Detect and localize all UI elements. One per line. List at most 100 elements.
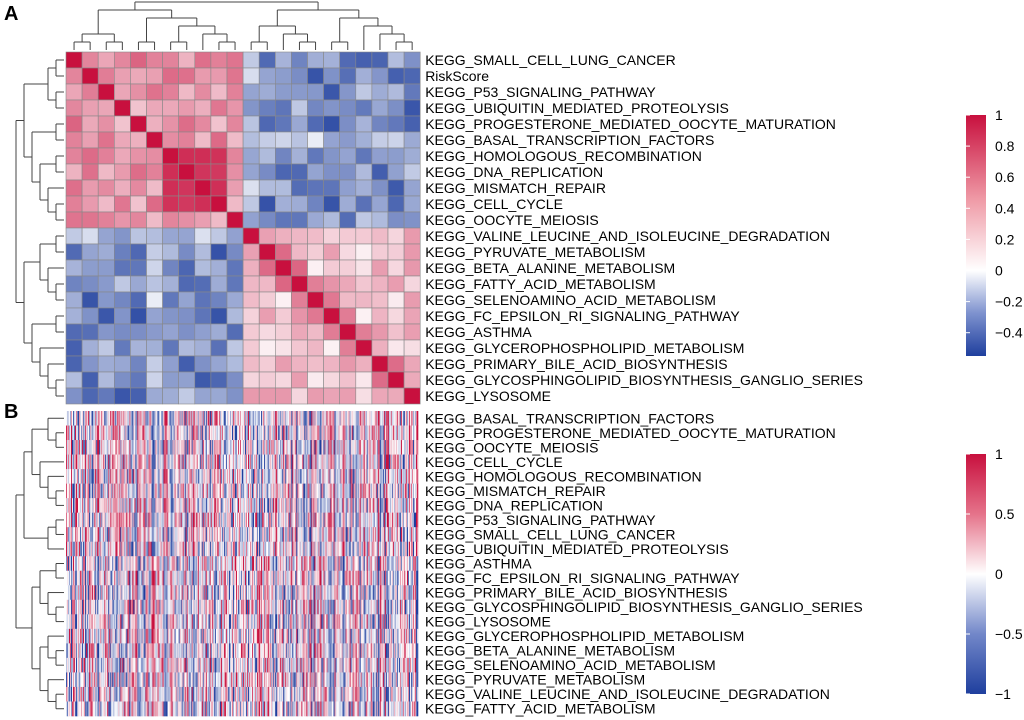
cell — [236, 556, 239, 572]
cell — [210, 371, 228, 389]
cell — [65, 387, 83, 405]
cell — [255, 556, 257, 572]
cell — [272, 570, 274, 586]
cell — [365, 411, 368, 426]
cell — [264, 483, 266, 499]
cell — [204, 541, 207, 557]
cell — [72, 498, 74, 513]
cell — [359, 440, 361, 455]
cell — [406, 570, 409, 586]
cell — [321, 483, 323, 499]
cell — [106, 425, 108, 441]
cell — [238, 570, 241, 586]
cell — [96, 585, 98, 601]
cell — [198, 411, 201, 426]
cell — [154, 556, 156, 572]
cell — [82, 541, 84, 557]
cell — [312, 570, 314, 586]
cell — [199, 527, 202, 543]
cell — [284, 498, 286, 513]
cell — [338, 425, 340, 441]
cell — [361, 454, 363, 470]
cell — [400, 483, 403, 499]
cell — [242, 227, 260, 245]
cell — [99, 454, 101, 470]
cell — [317, 469, 319, 484]
cell — [184, 498, 186, 513]
cell — [345, 556, 347, 572]
cell — [371, 291, 389, 309]
cell — [378, 570, 381, 586]
cell — [207, 527, 210, 543]
cell — [84, 512, 86, 528]
cell — [98, 512, 100, 528]
cell — [255, 498, 257, 513]
cell — [259, 411, 261, 426]
cell — [107, 527, 109, 543]
cell — [188, 556, 191, 572]
cell — [355, 527, 357, 543]
cell — [363, 498, 365, 513]
cell — [236, 454, 239, 470]
panel-a-row-labels: KEGG_SMALL_CELL_LUNG_CANCERRiskScoreKEGG… — [425, 52, 863, 404]
cell — [139, 541, 141, 557]
cell — [125, 585, 127, 601]
cell — [79, 556, 81, 572]
cell — [408, 498, 411, 513]
cell — [334, 425, 336, 441]
cell — [355, 67, 373, 85]
cell — [83, 483, 85, 499]
cell — [86, 527, 88, 543]
cell — [262, 440, 264, 455]
cell — [221, 512, 224, 528]
cell — [392, 527, 395, 543]
cell — [247, 483, 249, 499]
cell — [132, 498, 134, 513]
cell — [267, 527, 269, 543]
cell — [139, 498, 141, 513]
cell — [78, 498, 80, 513]
cell — [202, 483, 205, 499]
cell — [118, 585, 120, 601]
cell — [113, 454, 115, 470]
cell — [333, 411, 335, 426]
cell — [347, 541, 349, 557]
cell — [406, 556, 409, 572]
cell — [403, 387, 421, 405]
cell — [65, 195, 83, 213]
row-label: KEGG_SELENOAMINO_ACID_METABOLISM — [425, 292, 716, 308]
cell — [358, 440, 360, 455]
row-label: KEGG_OOCYTE_MEIOSIS — [425, 212, 599, 228]
cell — [252, 498, 254, 513]
cell — [273, 556, 275, 572]
cell — [120, 512, 122, 528]
cell — [203, 411, 206, 426]
cell — [253, 483, 255, 499]
cell — [90, 512, 92, 528]
cell — [169, 440, 171, 455]
cell — [390, 469, 393, 484]
cell — [305, 541, 307, 557]
cell — [138, 556, 140, 572]
cell — [374, 570, 377, 586]
cell — [337, 483, 339, 499]
cell — [273, 527, 275, 543]
cell — [135, 454, 137, 470]
cell — [242, 323, 260, 341]
cell — [190, 556, 193, 572]
cell — [197, 570, 200, 586]
cell — [108, 469, 110, 484]
cell — [319, 454, 321, 470]
cell — [66, 527, 68, 543]
cell — [384, 425, 387, 441]
cell — [153, 425, 155, 441]
cell — [90, 425, 92, 441]
cell — [119, 570, 121, 586]
cell — [173, 498, 175, 513]
cell — [387, 355, 405, 373]
cell — [233, 556, 236, 572]
cell — [358, 527, 360, 543]
cell — [303, 541, 305, 557]
cell — [194, 275, 212, 293]
cell — [186, 541, 188, 557]
